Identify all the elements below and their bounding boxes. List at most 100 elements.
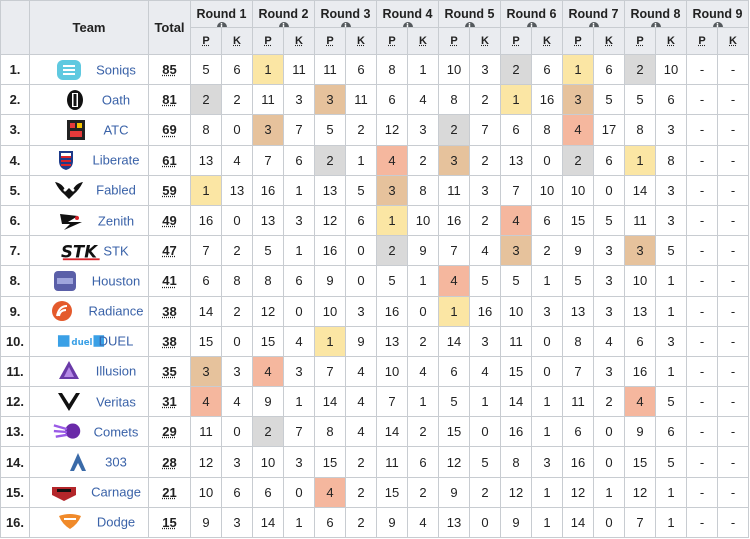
kills-cell: 3: [221, 506, 253, 539]
team-link[interactable]: Houston: [91, 273, 141, 289]
info-icon[interactable]: i: [402, 22, 413, 27]
carnage-logo[interactable]: [49, 481, 79, 503]
kills-cell: 1: [283, 506, 315, 539]
kills-cell: 3: [655, 325, 687, 357]
team-link[interactable]: Comets: [93, 424, 139, 440]
kills-cell: 4: [593, 325, 625, 357]
zenith-logo[interactable]: [56, 210, 86, 232]
placement-cell: 6: [562, 416, 594, 448]
team-link[interactable]: Oath: [101, 92, 131, 108]
placement-cell: 4: [624, 386, 656, 418]
rank-cell: 5.: [0, 174, 30, 206]
team-link[interactable]: Zenith: [97, 213, 135, 229]
kills-cell: 2: [345, 476, 377, 508]
oath-logo[interactable]: [60, 89, 90, 111]
info-icon[interactable]: i: [216, 22, 227, 27]
team-link[interactable]: STK: [103, 243, 129, 259]
303-logo[interactable]: [63, 451, 93, 473]
kills-cell: 5: [655, 446, 687, 478]
placement-abbr: P: [450, 35, 458, 47]
info-icon[interactable]: i: [712, 22, 723, 27]
placement-cell: 12: [190, 446, 222, 478]
placement-cell: 13: [314, 174, 346, 206]
team-link[interactable]: Veritas: [96, 394, 136, 410]
total-header[interactable]: Total: [148, 0, 191, 55]
kills-cell: 4: [469, 355, 501, 388]
info-icon[interactable]: i: [650, 22, 661, 27]
kills-cell: 1: [469, 386, 501, 418]
kills-cell: 6: [345, 204, 377, 237]
houston-logo[interactable]: [50, 270, 80, 292]
placement-cell: 7: [624, 506, 656, 539]
team-link[interactable]: DUEL: [98, 333, 134, 349]
placement-cell: -: [686, 204, 718, 237]
kills-cell: 1: [531, 265, 563, 297]
kills-cell: 2: [407, 476, 439, 508]
placement-cell: 16: [500, 416, 532, 448]
radiance-logo[interactable]: [47, 300, 77, 322]
rank-cell: 6.: [0, 204, 30, 237]
round-label: Round 8: [630, 7, 681, 21]
dodge-logo[interactable]: [55, 511, 85, 533]
kills-abbr: K: [605, 35, 613, 47]
team-link[interactable]: Radiance: [88, 303, 144, 319]
placement-cell: 6: [624, 325, 656, 357]
atc-logo[interactable]: [61, 119, 91, 141]
table-row: 10. duel DUEL 38 15 0 15 4 1 9 13 2 14 3 11 0 8 4 6 3- -: [0, 325, 749, 357]
info-icon[interactable]: i: [340, 22, 351, 27]
soniqs-logo[interactable]: [54, 59, 84, 81]
placement-cell: 16: [438, 204, 470, 237]
info-icon[interactable]: i: [588, 22, 599, 27]
placement-cell: 3: [562, 84, 594, 116]
veritas-logo[interactable]: [54, 391, 84, 413]
liberate-logo[interactable]: [51, 149, 81, 171]
kills-abbr: K: [481, 35, 489, 47]
kills-cell: 3: [655, 114, 687, 146]
table-row: 14. 303 28 12 3 10 3 15 2 11 6 12 5 8 3 16 0 15 5- -: [0, 446, 749, 478]
kills-cell: 2: [469, 204, 501, 237]
team-link[interactable]: ATC: [103, 122, 129, 138]
comets-logo[interactable]: [52, 421, 82, 443]
kills-cell: 2: [531, 235, 563, 267]
placement-cell: 7: [252, 144, 284, 176]
team-link[interactable]: Fabled: [96, 182, 136, 198]
kills-cell: 1: [531, 476, 563, 508]
placement-cell: 12: [252, 295, 284, 327]
kills-cell: -: [717, 446, 749, 478]
table-row: 9. Radiance 38 14 2 12 0 10 3 16 0 1 16 10 3 13 3 13 1- -: [0, 295, 749, 327]
kills-cell: 3: [469, 325, 501, 357]
placement-cell: 14: [438, 325, 470, 357]
stk-logo[interactable]: STK: [61, 240, 100, 262]
team-cell: Comets: [29, 416, 149, 448]
fabled-logo[interactable]: [54, 179, 84, 201]
team-link[interactable]: Soniqs: [96, 62, 136, 78]
duel-logo[interactable]: duel: [57, 330, 104, 352]
info-icon[interactable]: i: [526, 22, 537, 27]
team-header[interactable]: Team: [29, 0, 149, 55]
team-link[interactable]: Carnage: [91, 484, 141, 500]
placement-cell: -: [686, 53, 718, 86]
total-points: 15: [148, 506, 191, 539]
placement-cell: 5: [376, 265, 408, 297]
team-cell: Soniqs: [29, 53, 149, 86]
info-icon[interactable]: i: [464, 22, 475, 27]
team-link[interactable]: Illusion: [95, 363, 137, 379]
kills-cell: 5: [655, 386, 687, 418]
placement-cell: 10: [314, 295, 346, 327]
round-1-k-header: K: [221, 27, 253, 55]
placement-cell: 15: [562, 204, 594, 237]
illusion-logo[interactable]: [54, 360, 84, 382]
team-cell: STK STK: [29, 235, 149, 267]
round-label: Round 6: [506, 7, 557, 21]
kills-cell: 5: [593, 204, 625, 237]
info-icon[interactable]: i: [278, 22, 289, 27]
round-3-k-header: K: [345, 27, 377, 55]
team-link[interactable]: 303: [105, 454, 127, 470]
kills-cell: 1: [655, 355, 687, 388]
team-link[interactable]: Liberate: [92, 152, 140, 168]
placement-cell: 5: [252, 235, 284, 267]
kills-cell: 0: [283, 295, 315, 327]
kills-cell: 0: [221, 325, 253, 357]
placement-cell: 12: [438, 446, 470, 478]
team-link[interactable]: Dodge: [96, 514, 136, 530]
